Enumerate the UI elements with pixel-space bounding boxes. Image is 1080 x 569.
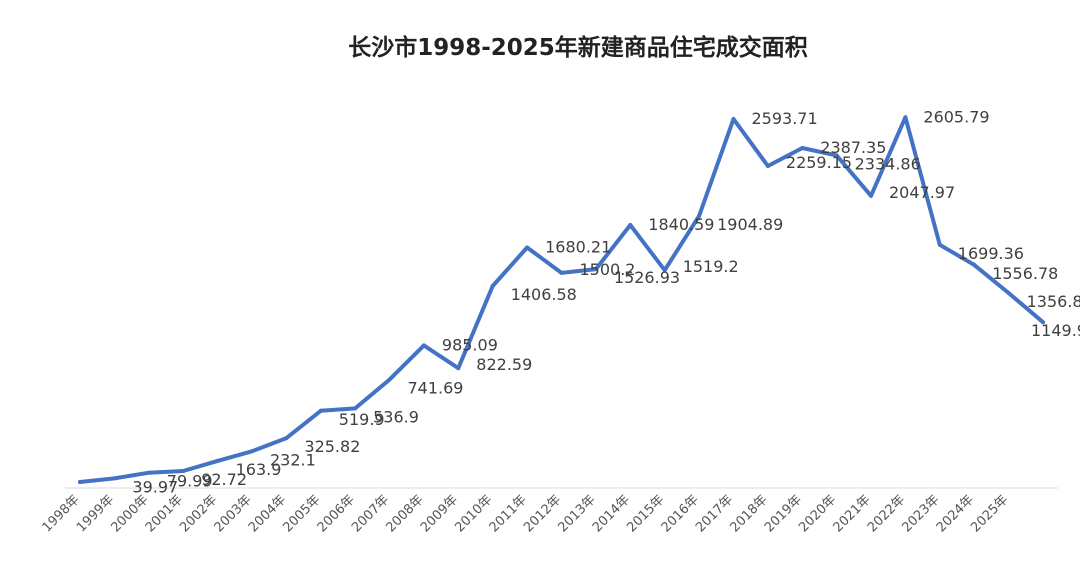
x-tick-label: 2016年	[659, 492, 702, 535]
x-tick-label: 2017年	[693, 492, 736, 535]
data-point	[697, 213, 702, 218]
x-tick-label: 2014年	[590, 492, 633, 535]
x-tick-label: 2005年	[280, 492, 323, 535]
data-label: 985.09	[442, 335, 498, 354]
data-label: 1840.59	[648, 215, 714, 234]
chart-title: 长沙市1998-2025年新建商品住宅成交面积	[348, 34, 808, 61]
data-point	[765, 164, 770, 168]
x-tick-label: 2021年	[831, 492, 874, 535]
data-point	[112, 476, 117, 481]
x-tick-label: 2008年	[384, 492, 427, 535]
x-tick-label: 2009年	[418, 492, 461, 535]
data-point	[1006, 291, 1011, 295]
x-tick-label: 2019年	[762, 492, 805, 535]
data-label: 822.59	[476, 355, 532, 374]
data-label: 325.82	[304, 437, 360, 456]
data-point	[250, 449, 254, 454]
data-label: 1519.2	[683, 257, 739, 276]
data-point	[937, 242, 942, 247]
x-tick-label: 2003年	[212, 492, 255, 535]
data-label: 1356.8	[1027, 292, 1080, 311]
data-label: 1149.91	[1031, 321, 1080, 340]
data-label: 1500.2	[580, 260, 636, 279]
x-tick-label: 2007年	[349, 492, 392, 535]
x-tick-label: 1999年	[74, 492, 117, 535]
data-label: 1556.78	[992, 264, 1058, 283]
data-label: 1699.36	[958, 244, 1024, 263]
x-tick-label: 2002年	[177, 492, 220, 535]
x-tick-label: 1998年	[40, 492, 83, 535]
data-point	[834, 153, 839, 158]
data-point	[525, 245, 530, 250]
x-tick-label: 2006年	[315, 492, 358, 535]
data-label: 2259.15	[786, 153, 852, 172]
data-label: 39.97	[132, 477, 178, 496]
x-tick-label: 2020年	[796, 492, 839, 535]
data-point	[215, 458, 220, 463]
data-label: 1680.21	[545, 238, 611, 257]
data-label: 163.9	[236, 460, 282, 479]
data-label: 232.1	[270, 450, 316, 469]
data-point	[972, 262, 977, 267]
data-point	[146, 470, 151, 475]
x-tick-label: 2013年	[556, 492, 599, 535]
data-label: 536.9	[373, 407, 419, 426]
data-point	[869, 193, 873, 198]
data-label: 2334.86	[855, 154, 921, 173]
data-label: 92.72	[201, 470, 247, 489]
x-tick-label: 2018年	[728, 492, 771, 535]
data-label: 1406.58	[511, 285, 577, 304]
data-point	[387, 377, 392, 382]
x-tick-label: 2011年	[487, 492, 530, 535]
series-group	[78, 115, 1045, 484]
data-point	[731, 117, 736, 121]
x-tick-label: 2015年	[624, 492, 667, 535]
x-tick-label: 2012年	[521, 492, 564, 535]
x-tick-label: 2025年	[968, 492, 1011, 535]
data-point	[421, 343, 426, 348]
x-tick-label: 2001年	[143, 492, 186, 535]
data-point	[593, 267, 598, 272]
x-tick-label: 2004年	[246, 492, 289, 535]
data-point	[318, 408, 323, 413]
data-label: 2605.79	[923, 107, 989, 126]
x-tick-labels: 1998年1999年2000年2001年2002年2003年2004年2005年…	[40, 492, 1012, 535]
data-point	[181, 469, 186, 473]
data-label: 1904.89	[717, 215, 783, 234]
x-tick-label: 2000年	[108, 492, 151, 535]
data-label: 519.9	[339, 410, 385, 429]
data-label: 741.69	[408, 379, 464, 398]
data-point	[559, 270, 564, 275]
data-point	[490, 284, 495, 288]
x-tick-label: 2010年	[452, 492, 495, 535]
data-label: 79.99	[167, 472, 213, 491]
data-point	[903, 115, 908, 120]
data-point	[353, 406, 358, 411]
data-point	[800, 146, 805, 150]
data-point	[456, 366, 461, 371]
data-point	[78, 480, 82, 484]
x-tick-label: 2023年	[899, 492, 942, 535]
data-point	[662, 268, 667, 273]
data-point	[628, 223, 633, 227]
x-tick-label: 2022年	[865, 492, 908, 535]
data-point	[284, 436, 289, 441]
x-tick-label: 2024年	[934, 492, 977, 535]
data-label: 1526.93	[614, 268, 680, 287]
data-label: 2387.35	[820, 138, 886, 157]
data-label: 2593.71	[752, 109, 818, 128]
data-point	[1041, 320, 1045, 325]
data-label: 2047.97	[889, 183, 955, 202]
